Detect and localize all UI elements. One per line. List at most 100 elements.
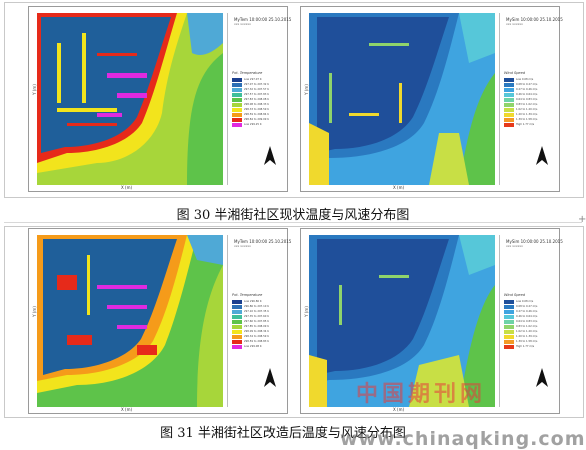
legend: Low 297.07 K 297.07 to 297.32 K 297.32 t… — [232, 77, 272, 127]
north-arrow-icon — [536, 146, 548, 165]
legend-swatch — [504, 334, 514, 339]
legend-label: Low 297.07 K — [244, 78, 262, 81]
legend-item: Low 299.25 K — [232, 122, 272, 127]
y-axis-label: Y (m) — [31, 84, 37, 95]
legend-label: 296.86 to 297.10 K — [244, 305, 269, 308]
legend-item: Low 297.07 K — [232, 77, 272, 82]
legend-swatch — [232, 97, 242, 102]
legend-item: 0.64 to 0.83 m/s — [504, 319, 544, 324]
plus-icon: + — [578, 214, 586, 225]
watermark-cn: 中国期刊网 — [356, 382, 487, 407]
fig30-temperature-panel: MyTem 10:00:00 25.10.2015 xxx xxxxxx Pot… — [28, 6, 291, 192]
legend-title: Wind Speed — [504, 71, 525, 75]
legend-label: 0.64 to 0.83 m/s — [516, 320, 538, 323]
legend-item: 0.08 to 0.27 m/s — [504, 82, 544, 87]
legend-swatch — [504, 304, 514, 309]
legend-label: 298.08 to 298.33 K — [244, 103, 269, 106]
legend-item: 1.20 to 1.39 m/s — [504, 112, 544, 117]
temperature-legend-column: MyTem 10:00:00 25.10.2015 xxx xxxxxx Pot… — [227, 13, 314, 185]
timestamp-sub: xxx xxxxxx — [506, 244, 523, 248]
legend-item: 298.59 to 298.84 K — [232, 112, 272, 117]
timestamp: MyTem 10:00:00 25.10.2015 — [234, 239, 292, 244]
legend-label: 0.27 to 0.46 m/s — [516, 88, 538, 91]
legend-item: 298.34 to 298.59 K — [232, 334, 272, 339]
divider — [4, 222, 582, 223]
legend-item: Low 299.08 K — [232, 344, 272, 349]
legend-swatch — [232, 314, 242, 319]
legend-label: 297.10 to 297.35 K — [244, 310, 269, 313]
legend-item: 0.46 to 0.64 m/s — [504, 92, 544, 97]
legend-item: 297.60 to 297.85 K — [232, 319, 272, 324]
legend-swatch — [232, 299, 242, 304]
legend-item: 298.84 to 299.09 K — [232, 117, 272, 122]
wind-legend-column: MySim 10:00:00 25.10.2015 xxx xxxxxx Win… — [499, 13, 586, 185]
legend: Low 0.08 m/s 0.08 to 0.27 m/s 0.27 to 0.… — [504, 77, 544, 127]
legend-swatch — [232, 117, 242, 122]
legend-title: Wind Speed — [504, 293, 525, 297]
legend-item: 298.08 to 298.33 K — [232, 102, 272, 107]
legend-title: Pot. Temperature — [232, 293, 263, 297]
timestamp: MySim 10:00:00 25.10.2015 — [506, 17, 563, 22]
legend-item: 298.09 to 298.34 K — [232, 329, 272, 334]
legend-swatch — [232, 122, 242, 127]
temperature-legend-column: MyTem 10:00:00 25.10.2015 xxx xxxxxx Pot… — [227, 235, 314, 407]
legend-item: 298.33 to 298.59 K — [232, 107, 272, 112]
legend-swatch — [504, 314, 514, 319]
legend-swatch — [232, 339, 242, 344]
legend-swatch — [504, 82, 514, 87]
legend-swatch — [232, 319, 242, 324]
fig30-wind-panel: MySim 10:00:00 25.10.2015 xxx xxxxxx Win… — [300, 6, 563, 192]
legend-swatch — [504, 122, 514, 127]
legend-label: 298.09 to 298.34 K — [244, 330, 269, 333]
legend-label: 297.85 to 298.09 K — [244, 325, 269, 328]
legend-item: 0.08 to 0.27 m/s — [504, 304, 544, 309]
legend-item: 296.86 to 297.10 K — [232, 304, 272, 309]
wind-map — [309, 13, 495, 185]
legend-label: High 1.77 m/s — [516, 345, 535, 348]
north-arrow-icon — [536, 368, 548, 387]
legend-swatch — [232, 334, 242, 339]
north-arrow-icon — [264, 368, 276, 387]
legend-swatch — [504, 324, 514, 329]
legend-swatch — [232, 304, 242, 309]
legend-label: 0.64 to 0.83 m/s — [516, 98, 538, 101]
legend-label: 297.07 to 297.32 K — [244, 83, 269, 86]
legend-swatch — [232, 102, 242, 107]
legend: Low 296.86 K 296.86 to 297.10 K 297.10 t… — [232, 299, 272, 349]
legend-item: 297.83 to 298.08 K — [232, 97, 272, 102]
legend-swatch — [504, 112, 514, 117]
temperature-map — [37, 235, 223, 407]
legend-label: Low 0.08 m/s — [516, 300, 534, 303]
fig31-wind-panel: MySim 10:00:00 25.10.2015 xxx xxxxxx Win… — [300, 228, 563, 414]
legend-swatch — [232, 329, 242, 334]
legend-label: 1.02 to 1.20 m/s — [516, 108, 538, 111]
legend-label: 1.39 to 1.58 m/s — [516, 340, 538, 343]
legend-label: 1.20 to 1.39 m/s — [516, 335, 538, 338]
legend-swatch — [504, 117, 514, 122]
legend-swatch — [232, 112, 242, 117]
legend-swatch — [232, 344, 242, 349]
legend-item: 297.07 to 297.32 K — [232, 82, 272, 87]
timestamp-sub: xxx xxxxxx — [234, 22, 251, 26]
wind-legend-column: MySim 10:00:00 25.10.2015 xxx xxxxxx Win… — [499, 235, 586, 407]
legend-label: Low 299.08 K — [244, 345, 262, 348]
timestamp: MyTem 10:00:00 25.10.2015 — [234, 17, 292, 22]
legend-label: Low 0.08 m/s — [516, 78, 534, 81]
legend-swatch — [232, 309, 242, 314]
legend-item: 0.83 to 1.02 m/s — [504, 102, 544, 107]
legend-item: 0.27 to 0.46 m/s — [504, 309, 544, 314]
legend-title: Pot. Temperature — [232, 71, 263, 75]
legend-swatch — [504, 299, 514, 304]
legend-item: High 1.77 m/s — [504, 344, 544, 349]
legend-swatch — [504, 92, 514, 97]
legend-item: 1.39 to 1.58 m/s — [504, 117, 544, 122]
legend-item: 0.83 to 1.02 m/s — [504, 324, 544, 329]
watermark-url: www.chinaqking.com — [340, 428, 586, 450]
x-axis-label: X (m) — [393, 185, 405, 190]
legend-swatch — [504, 97, 514, 102]
legend-label: 298.34 to 298.59 K — [244, 335, 269, 338]
legend-label: 0.46 to 0.64 m/s — [516, 315, 538, 318]
x-axis-label: X (m) — [393, 407, 405, 412]
legend-swatch — [232, 77, 242, 82]
legend-swatch — [504, 309, 514, 314]
